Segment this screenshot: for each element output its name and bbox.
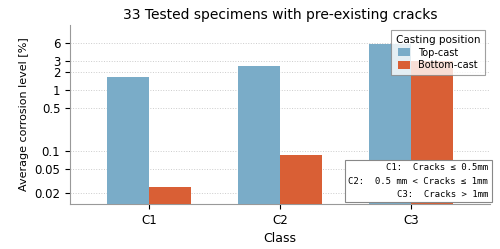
- X-axis label: Class: Class: [264, 233, 296, 246]
- Bar: [238, 65, 280, 249]
- Y-axis label: Average corrosion level [%]: Average corrosion level [%]: [18, 38, 28, 191]
- Title: 33 Tested specimens with pre-existing cracks: 33 Tested specimens with pre-existing cr…: [123, 8, 437, 22]
- Bar: [149, 187, 191, 249]
- Bar: [107, 77, 149, 249]
- Text: C1:  Cracks ≤ 0.5mm
C2:  0.5 mm < Cracks ≤ 1mm
C3:  Cracks > 1mm: C1: Cracks ≤ 0.5mm C2: 0.5 mm < Cracks ≤…: [348, 163, 488, 199]
- Bar: [411, 61, 453, 249]
- Bar: [369, 44, 411, 249]
- Legend: Top-cast, Bottom-cast: Top-cast, Bottom-cast: [391, 30, 485, 75]
- Bar: [280, 155, 322, 249]
